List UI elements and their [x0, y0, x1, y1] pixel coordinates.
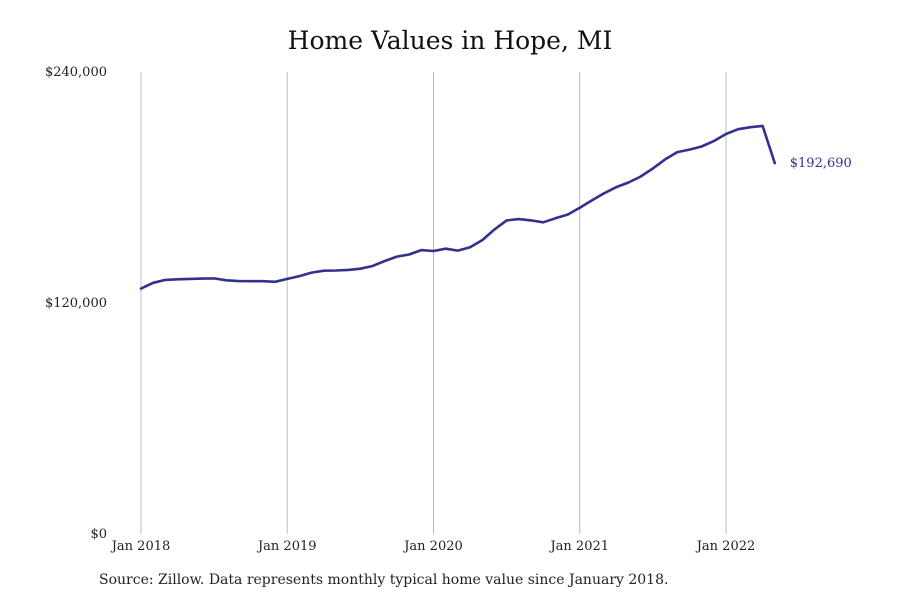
series-layer: $192,690: [139, 124, 852, 290]
axis-labels: Jan 2018 Jan 2019 Jan 2020 Jan 2021 Jan 2022…: [45, 65, 755, 554]
y-tick-label: $240,000: [45, 65, 107, 80]
y-tick-label: $0: [90, 527, 107, 542]
x-tick-label: Jan 2020: [402, 539, 463, 554]
gridlines: [140, 72, 727, 534]
series-line: [139, 124, 777, 290]
x-tick-label: Jan 2018: [110, 539, 171, 554]
x-tick-label: Jan 2022: [695, 539, 756, 554]
y-tick-label: $120,000: [45, 296, 107, 311]
x-tick-label: Jan 2021: [548, 539, 609, 554]
source-note: Source: Zillow. Data represents monthly …: [99, 572, 669, 588]
end-value-label: $192,690: [790, 156, 852, 171]
x-tick-label: Jan 2019: [256, 539, 317, 554]
chart-title: Home Values in Hope, MI: [287, 26, 613, 55]
